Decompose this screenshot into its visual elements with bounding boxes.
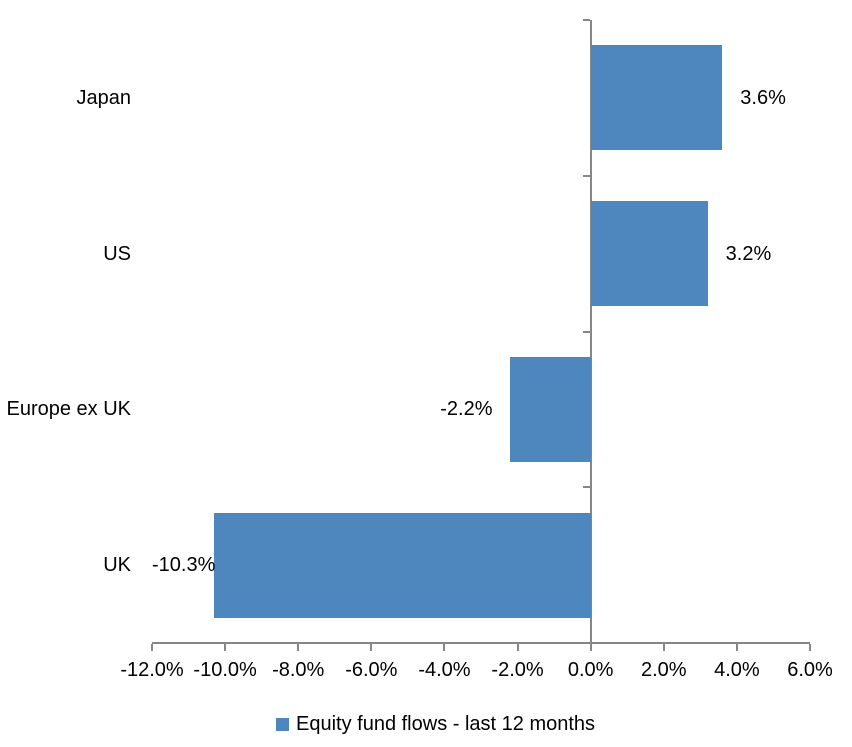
category-label: UK	[103, 554, 131, 577]
legend-series-label: Equity fund flows - last 12 months	[296, 713, 596, 735]
bar-japan	[590, 45, 723, 151]
value-axis-tick	[224, 644, 227, 651]
category-label: Europe ex UK	[6, 398, 131, 421]
bar-uk	[214, 512, 591, 618]
value-axis-line	[152, 642, 810, 644]
value-axis-tick	[151, 644, 153, 651]
bar-us	[590, 201, 708, 307]
value-axis-tick	[443, 644, 446, 651]
value-axis-tick-label: -4.0%	[418, 659, 471, 681]
value-axis-tick-label: -8.0%	[272, 659, 325, 681]
value-axis-tick	[589, 644, 592, 651]
data-label: -10.3%	[152, 554, 216, 577]
category-axis-tick	[582, 19, 590, 21]
category-label: US	[103, 242, 131, 265]
value-axis-tick-label: 6.0%	[787, 659, 833, 681]
data-label: 3.2%	[725, 242, 772, 265]
value-axis-tick	[370, 644, 373, 651]
value-axis-tick-label: 2.0%	[640, 659, 687, 681]
value-axis-tick	[662, 644, 665, 651]
value-axis-tick	[297, 644, 300, 651]
value-axis-tick-label: -6.0%	[345, 659, 398, 681]
value-axis-tick	[735, 644, 738, 651]
legend-series-swatch-icon	[276, 717, 289, 731]
value-axis-tick-label: 4.0%	[714, 659, 760, 681]
category-label: Japan	[76, 86, 132, 109]
data-label: 3.6%	[740, 86, 786, 109]
value-axis-tick	[809, 644, 811, 651]
category-axis-tick	[582, 486, 590, 489]
category-axis-tick	[582, 174, 590, 177]
value-axis-tick-label: 0.0%	[567, 659, 614, 681]
bar-europe-ex-uk	[510, 356, 591, 462]
category-axis-line	[589, 20, 592, 643]
category-axis-tick	[582, 330, 590, 333]
value-axis-tick-label: -2.0%	[491, 659, 544, 681]
value-axis-tick	[516, 644, 519, 651]
data-label: -2.2%	[440, 398, 493, 421]
value-axis-tick-label: -10.0%	[193, 659, 257, 681]
value-axis-tick-label: -12.0%	[120, 659, 184, 681]
legend: Equity fund flows - last 12 months	[276, 711, 595, 737]
